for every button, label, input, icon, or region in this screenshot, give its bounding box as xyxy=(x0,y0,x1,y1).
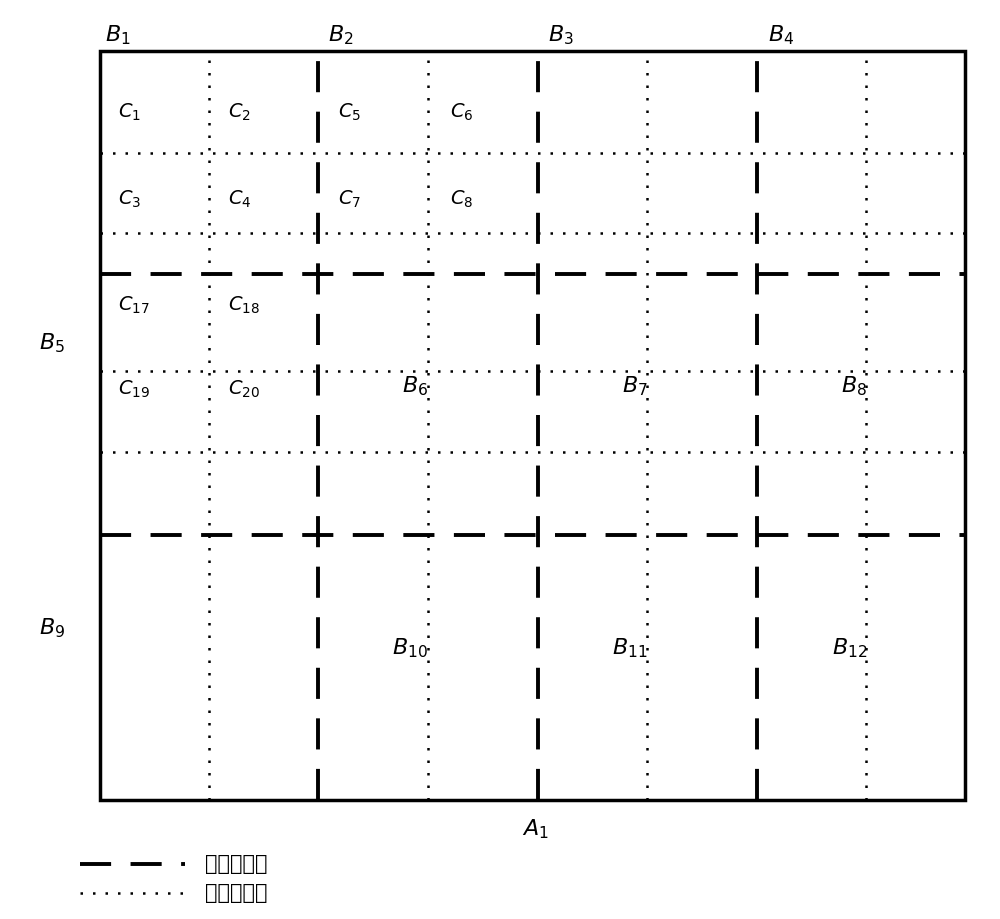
Text: $C_{1}$: $C_{1}$ xyxy=(118,101,141,123)
Text: $C_{3}$: $C_{3}$ xyxy=(118,188,141,210)
Text: $C_{6}$: $C_{6}$ xyxy=(450,101,473,123)
Text: $C_{18}$: $C_{18}$ xyxy=(228,294,260,316)
Text: $B_{9}$: $B_{9}$ xyxy=(39,617,65,641)
Text: $B_{6}$: $B_{6}$ xyxy=(402,374,428,398)
Text: $B_{3}$: $B_{3}$ xyxy=(548,23,574,47)
Text: $B_{1}$: $B_{1}$ xyxy=(105,23,131,47)
Text: 第二次划分: 第二次划分 xyxy=(205,883,268,903)
Text: 第一次划分: 第一次划分 xyxy=(205,854,268,874)
Text: $B_{12}$: $B_{12}$ xyxy=(832,636,867,660)
Text: $B_{5}$: $B_{5}$ xyxy=(39,331,65,355)
Text: $A_1$: $A_1$ xyxy=(522,817,548,841)
Text: $B_{2}$: $B_{2}$ xyxy=(328,23,354,47)
Text: $C_{5}$: $C_{5}$ xyxy=(338,101,361,123)
Text: $B_{4}$: $B_{4}$ xyxy=(768,23,794,47)
Bar xyxy=(100,51,965,800)
Text: $B_{7}$: $B_{7}$ xyxy=(622,374,648,398)
Text: $C_{8}$: $C_{8}$ xyxy=(450,188,473,210)
Text: $B_{10}$: $B_{10}$ xyxy=(392,636,428,660)
Text: $C_{2}$: $C_{2}$ xyxy=(228,101,251,123)
Text: $B_{11}$: $B_{11}$ xyxy=(612,636,648,660)
Text: $C_{4}$: $C_{4}$ xyxy=(228,188,251,210)
Text: $C_{17}$: $C_{17}$ xyxy=(118,294,150,316)
Text: $C_{20}$: $C_{20}$ xyxy=(228,379,260,401)
Text: $C_{7}$: $C_{7}$ xyxy=(338,188,361,210)
Text: $C_{19}$: $C_{19}$ xyxy=(118,379,150,401)
Text: $B_{8}$: $B_{8}$ xyxy=(841,374,867,398)
